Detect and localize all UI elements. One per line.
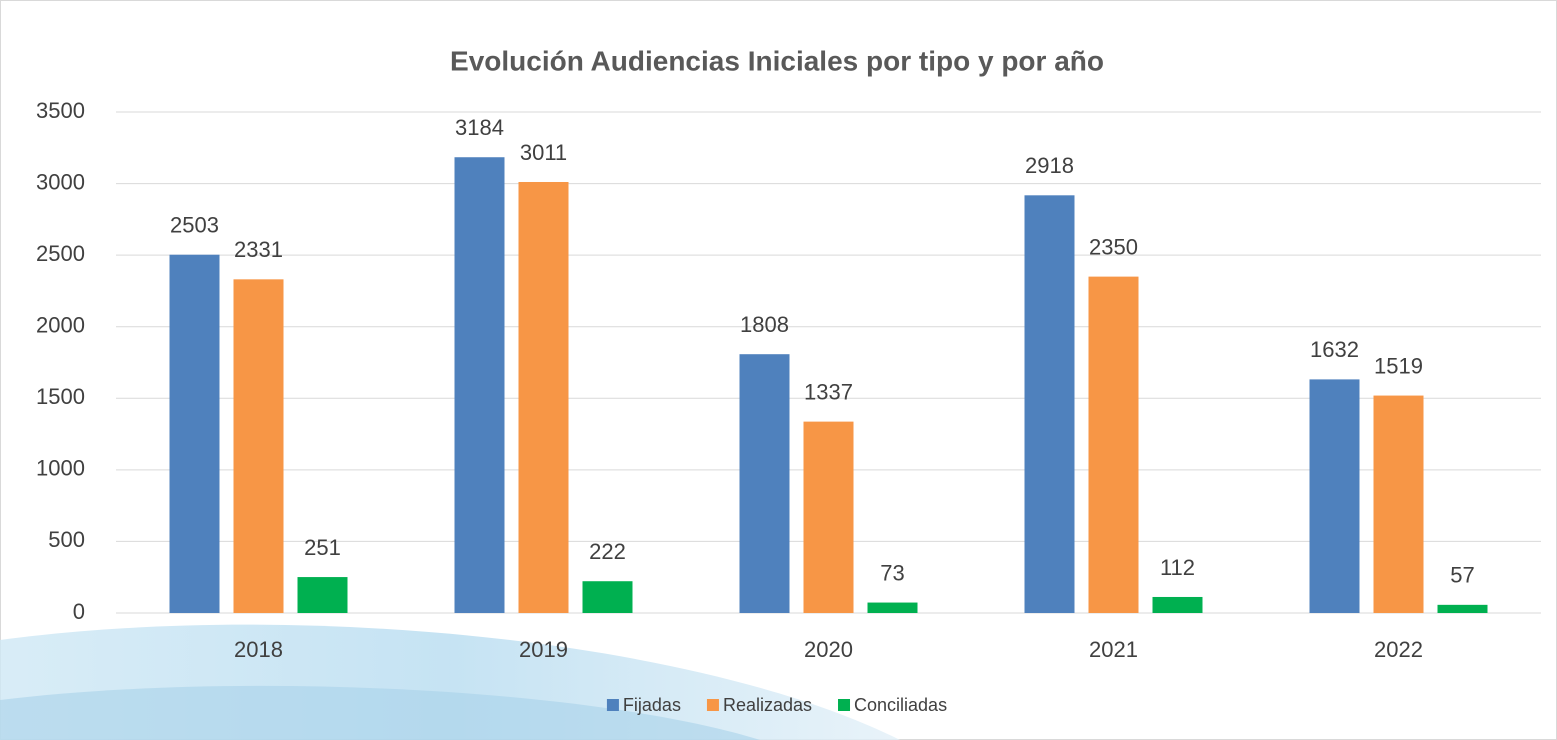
data-label: 2331 <box>234 237 283 262</box>
data-label: 1519 <box>1374 353 1423 378</box>
bar <box>233 279 284 613</box>
bar <box>1088 276 1139 613</box>
x-tick-label: 2020 <box>804 637 853 662</box>
y-tick-label: 500 <box>48 527 85 552</box>
legend-swatch <box>606 699 619 711</box>
bar <box>169 254 220 613</box>
bar <box>454 157 505 613</box>
y-tick-label: 3500 <box>36 98 85 123</box>
x-tick-label: 2021 <box>1089 637 1138 662</box>
background-wave <box>0 685 760 740</box>
legend-label: Realizadas <box>723 695 812 715</box>
data-label: 251 <box>304 535 341 560</box>
bar <box>518 181 569 613</box>
x-tick-label: 2018 <box>234 637 283 662</box>
y-tick-label: 1500 <box>36 384 85 409</box>
data-label: 3011 <box>520 140 567 165</box>
data-label: 2918 <box>1025 153 1074 178</box>
data-label: 57 <box>1450 563 1474 588</box>
data-label: 1632 <box>1310 337 1359 362</box>
y-tick-label: 2500 <box>36 241 85 266</box>
bar <box>1309 379 1360 613</box>
bar <box>1373 395 1424 613</box>
data-label: 73 <box>880 560 904 585</box>
bar <box>803 421 854 613</box>
bar <box>867 602 918 613</box>
legend-label: Fijadas <box>623 695 681 715</box>
legend-swatch <box>838 699 851 711</box>
y-tick-label: 2000 <box>36 313 85 338</box>
data-label: 1337 <box>804 379 853 404</box>
y-tick-label: 1000 <box>36 456 85 481</box>
bar <box>1437 604 1488 613</box>
x-tick-label: 2022 <box>1374 637 1423 662</box>
data-label: 2350 <box>1089 234 1138 259</box>
x-tick-label: 2019 <box>519 637 568 662</box>
bar <box>1152 596 1203 613</box>
legend-label: Conciliadas <box>854 695 947 715</box>
data-label: 2503 <box>170 213 219 238</box>
bar <box>1024 195 1075 613</box>
data-label: 112 <box>1160 555 1195 580</box>
y-tick-label: 0 <box>73 599 85 624</box>
data-label: 3184 <box>455 115 504 140</box>
bar <box>297 577 348 613</box>
legend-swatch <box>706 699 719 711</box>
data-label: 1808 <box>740 312 789 337</box>
data-label: 222 <box>589 539 626 564</box>
bar <box>739 354 790 613</box>
bar <box>582 581 633 613</box>
y-tick-label: 3000 <box>36 169 85 194</box>
chart-title: Evolución Audiencias Iniciales por tipo … <box>450 45 1104 76</box>
